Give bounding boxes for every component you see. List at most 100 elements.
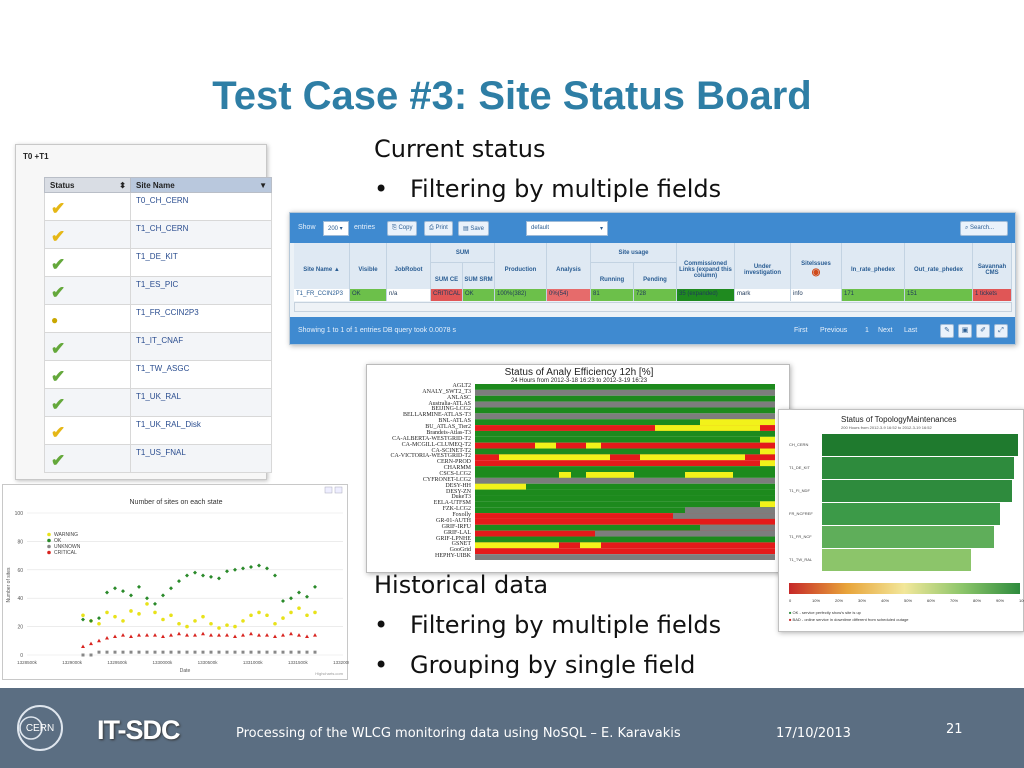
table-row[interactable]: ✔ T1_IT_CNAF [44, 332, 272, 361]
entries-select[interactable]: 200 ▾ [323, 221, 349, 236]
legend-marker [47, 532, 51, 537]
topology-legend-ok: ■ OK - service perfectly show's site is … [789, 610, 861, 615]
y-tick-label: 40 [17, 596, 23, 602]
status-cell: ✔ [44, 220, 131, 249]
save-icon[interactable]: ▣ [958, 324, 972, 338]
print-button[interactable]: ⎙ Print [424, 221, 453, 236]
historical-data-heading: Historical data [374, 571, 549, 599]
ok-point [257, 563, 261, 568]
pager-next[interactable]: Next [878, 327, 893, 334]
unknown-point [169, 650, 173, 654]
heatmap-cell [499, 454, 610, 461]
status-column-header[interactable]: Status ⬍ [44, 177, 131, 193]
y-tick-label: 60 [17, 568, 23, 574]
cell-commissioned-links[interactable]: 35 (expanded) [677, 289, 735, 301]
pager-first[interactable]: First [794, 327, 808, 334]
col-under-investigation[interactable]: Under investigation [735, 243, 791, 297]
heatmap-cell [475, 483, 526, 490]
critical-point [233, 634, 237, 639]
ok-check-icon: ✔ [51, 366, 66, 386]
site-name-cell[interactable]: T1_TW_ASGC [130, 360, 272, 389]
heatmap-site-label: ANLASC [446, 394, 471, 401]
table-row[interactable]: ● T1_FR_CCIN2P3 [44, 304, 272, 333]
expand-icon[interactable]: ⤢ [994, 324, 1008, 338]
site-name-cell[interactable]: T1_US_FNAL [130, 444, 272, 473]
heatmap-site-label: CA-SCINET-T2 [431, 447, 471, 454]
legend-label: WARNING [54, 532, 78, 538]
pager-last[interactable]: Last [904, 327, 918, 334]
site-name-cell[interactable]: T1_UK_RAL_Disk [130, 416, 272, 445]
heatmap-cell [475, 542, 559, 549]
unknown-point [137, 650, 141, 654]
site-name-cell[interactable]: T1_FR_CCIN2P3 [130, 304, 272, 333]
horizontal-scrollbar[interactable] [294, 302, 1012, 312]
site-status-panel: T0 +T1 Status ⬍ Site Name ▼ ✔ T0_CH_CERN ✔… [15, 144, 272, 480]
site-name-cell[interactable]: T1_ES_PIC [130, 276, 272, 305]
heatmap-cell [559, 472, 571, 478]
table-row[interactable]: ✔ T1_DE_KIT [44, 248, 272, 277]
warning-check-icon: ✔ [51, 198, 66, 218]
unknown-point [281, 650, 285, 654]
topology-scale-tick: 10% [812, 598, 821, 603]
col-site-issues[interactable]: SiteIssues ◉ [791, 243, 842, 297]
unknown-point [185, 650, 189, 654]
heatmap-cell [640, 454, 745, 461]
critical-point [273, 634, 277, 639]
site-name-cell[interactable]: T1_UK_RAL [130, 388, 272, 417]
unknown-point [129, 650, 133, 654]
site-name-cell[interactable]: T1_IT_CNAF [130, 332, 272, 361]
unknown-point [153, 650, 157, 654]
table-row[interactable]: ✔ T1_UK_RAL [44, 388, 272, 417]
table-row[interactable]: ✔ T1_ES_PIC [44, 276, 272, 305]
copy-button[interactable]: ⎘ Copy [387, 221, 418, 236]
datatable-toolbar: Show 200 ▾ entries ⎘ Copy ⎙ Print ▤ Save… [290, 213, 1015, 243]
cell-production: 100%(382) [495, 289, 547, 301]
table-row[interactable]: ✔ T1_TW_ASGC [44, 360, 272, 389]
cell-site-issues[interactable]: info [791, 289, 842, 301]
unknown-point [297, 650, 301, 654]
table-row[interactable]: ✔ T0_CH_CERN [44, 192, 272, 221]
topology-scale-tick: 100% [1019, 598, 1024, 603]
table-row[interactable]: ✔ T1_UK_RAL_Disk [44, 416, 272, 445]
site-issues-icon: ◉ [811, 267, 821, 278]
site-name-cell[interactable]: T1_CH_CERN [130, 220, 272, 249]
status-cell: ✔ [44, 388, 131, 417]
cell-site-name[interactable]: T1_FR_CCIN2P3 [294, 289, 350, 301]
cell-savannah[interactable]: 1 tickets [973, 289, 1012, 301]
view-select[interactable]: default ▾ [526, 221, 608, 236]
table-row[interactable]: ✔ T1_US_FNAL [44, 444, 272, 473]
heatmap-row [475, 384, 775, 390]
critical-point [129, 634, 133, 639]
heatmap-row [475, 425, 775, 431]
critical-point [185, 633, 189, 637]
critical-point [249, 631, 253, 636]
col-visible[interactable]: Visible [350, 243, 387, 297]
save-button[interactable]: ▤ Save [458, 221, 490, 236]
col-production[interactable]: Production [495, 243, 547, 297]
site-name-cell[interactable]: T1_DE_KIT [130, 248, 272, 277]
table-row[interactable]: ✔ T1_CH_CERN [44, 220, 272, 249]
search-button[interactable]: ⌕ Search... [960, 221, 1008, 236]
cern-logo-icon: CERN [17, 705, 63, 751]
heatmap-cell [580, 542, 601, 549]
warning-point [177, 621, 181, 626]
ok-point [217, 576, 221, 581]
footer-date: 17/10/2013 [776, 726, 851, 741]
warning-point [121, 619, 125, 623]
site-name-cell[interactable]: T0_CH_CERN [130, 192, 272, 221]
topology-bar [822, 457, 1015, 479]
unknown-point [249, 650, 253, 654]
pager-page-1[interactable]: 1 [865, 327, 869, 334]
unknown-point [161, 650, 165, 654]
col-in-rate-phedex[interactable]: In_rate_phedex [842, 243, 905, 297]
pencil-icon[interactable]: ✐ [976, 324, 990, 338]
edit-icon[interactable]: ✎ [940, 324, 954, 338]
topology-scale-tick: 60% [927, 598, 936, 603]
status-cell: ✔ [44, 444, 131, 473]
site-name-column-header[interactable]: Site Name ▼ [130, 177, 272, 193]
heatmap-row [475, 542, 775, 549]
col-savannah-cms[interactable]: Savannah CMS [973, 243, 1012, 297]
heatmap-row [475, 466, 775, 472]
ok-point [201, 573, 205, 578]
pager-previous[interactable]: Previous [820, 327, 848, 334]
